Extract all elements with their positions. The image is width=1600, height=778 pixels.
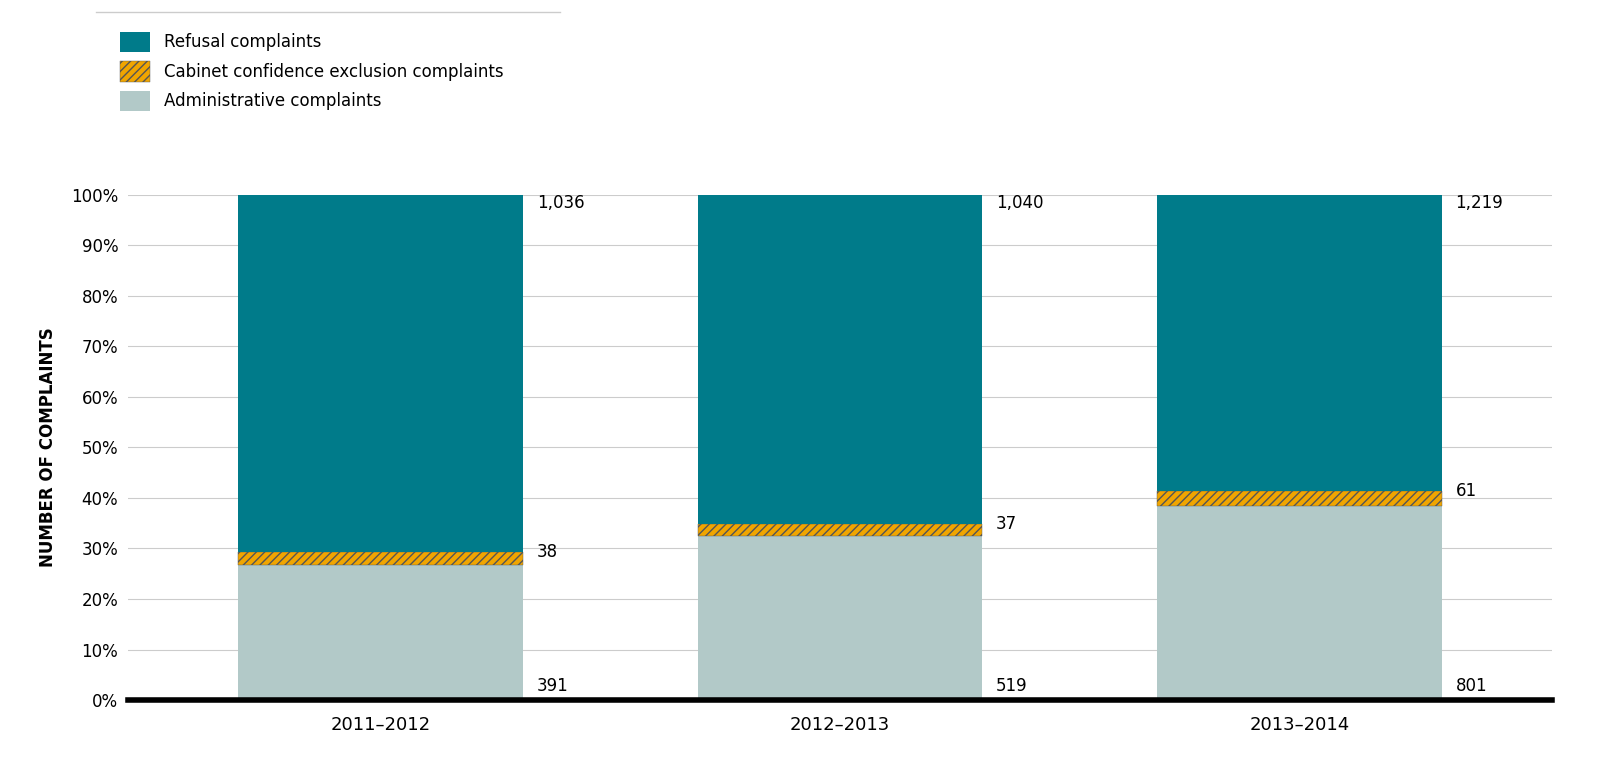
Text: 801: 801 bbox=[1456, 677, 1486, 696]
Bar bbox=[238, 194, 523, 552]
Text: 61: 61 bbox=[1456, 482, 1477, 499]
Text: 1,036: 1,036 bbox=[538, 194, 584, 212]
Bar bbox=[1157, 491, 1442, 506]
Text: 38: 38 bbox=[538, 543, 558, 561]
Bar bbox=[698, 524, 982, 536]
Bar bbox=[238, 566, 523, 700]
Text: 37: 37 bbox=[997, 515, 1018, 533]
Text: 1,040: 1,040 bbox=[997, 194, 1043, 212]
Bar bbox=[698, 194, 982, 524]
Text: 1,219: 1,219 bbox=[1456, 194, 1504, 212]
Text: 519: 519 bbox=[997, 677, 1027, 696]
Y-axis label: NUMBER OF COMPLAINTS: NUMBER OF COMPLAINTS bbox=[38, 328, 58, 567]
Text: 391: 391 bbox=[538, 677, 568, 696]
Bar bbox=[1157, 194, 1442, 491]
Bar bbox=[698, 536, 982, 700]
Bar bbox=[238, 552, 523, 566]
Bar bbox=[1157, 506, 1442, 700]
Legend: Refusal complaints, Cabinet confidence exclusion complaints, Administrative comp: Refusal complaints, Cabinet confidence e… bbox=[120, 32, 504, 111]
